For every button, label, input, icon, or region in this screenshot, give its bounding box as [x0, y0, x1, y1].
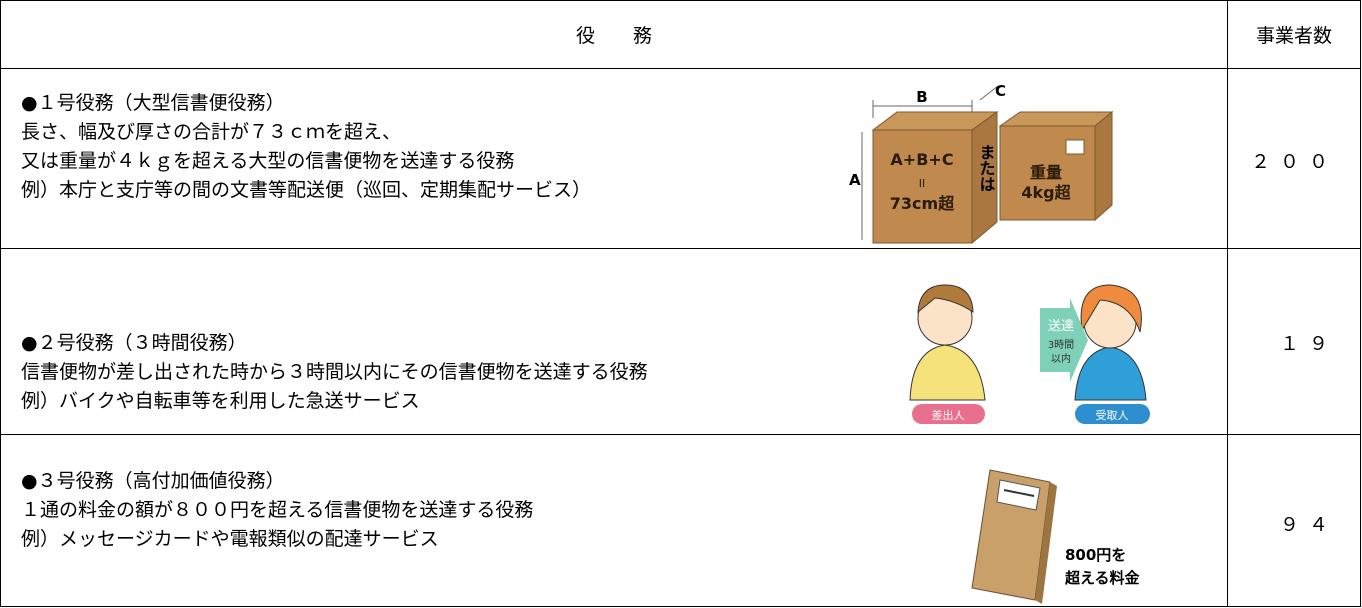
count-cell: ９４ [1227, 434, 1361, 607]
text-line: １通の料金の額が８００円を超える信書便物を送達する役務 [21, 499, 534, 521]
person-label: 差出人 [932, 409, 965, 422]
text-line: 長さ、幅及び厚さの合計が７３ｃｍを超え、 [21, 121, 402, 143]
text-line: 信書便物が差し出された時から３時間以内にその信書便物を送達する役務 [21, 361, 648, 383]
box-label: 重量 [1030, 163, 1062, 182]
dim-label: B [916, 88, 927, 106]
text-line: 例）本庁と支庁等の間の文書等配送便（巡回、定期集配サービス） [21, 179, 592, 201]
text-line: 例）バイクや自転車等を利用した急送サービス [21, 390, 420, 412]
dim-label: A [849, 171, 861, 189]
arrow-label: 以内 [1051, 352, 1071, 365]
box-label: 73cm超 [890, 194, 955, 213]
arrow-label: 送達 [1048, 319, 1074, 334]
row-text: ●３号役務（高付加価値役務） １通の料金の額が８００円を超える信書便物を送達する… [21, 467, 533, 554]
arrow-label: 3時間 [1048, 339, 1074, 351]
box-label: A+B+C [890, 150, 953, 169]
dim-label: C [995, 82, 1006, 100]
box-illustration: B C A A+B+C II 73cm超 または 重量 4kg超 [849, 82, 1114, 245]
text-line: ●２号役務（３時間役務） [21, 332, 247, 354]
count: ２００ [1250, 151, 1338, 173]
price-label: 800円を [1065, 546, 1126, 564]
package-illustration: 800円を 超える料金 [971, 469, 1141, 604]
box-label: II [919, 177, 926, 190]
price-label: 超える料金 [1064, 569, 1141, 587]
row-cell: ●３号役務（高付加価値役務） １通の料金の額が８００円を超える信書便物を送達する… [0, 434, 1228, 607]
count: １９ [1279, 333, 1338, 355]
text-line: ●３号役務（高付加価値役務） [21, 470, 285, 492]
text-line: ●１号役務（大型信書便役務） [21, 92, 285, 114]
header-text: 役 務 [575, 25, 652, 47]
box-label: 4kg超 [1021, 183, 1071, 202]
row-text: ●２号役務（３時間役務） 信書便物が差し出された時から３時間以内にその信書便物を… [21, 329, 648, 416]
row-cell: ●１号役務（大型信書便役務） 長さ、幅及び厚さの合計が７３ｃｍを超え、 又は重量… [0, 68, 1228, 249]
or-label: または [977, 144, 996, 192]
people-illustration: 送達 3時間 以内 差出人 受取人 [909, 284, 1150, 424]
row-text: ●１号役務（大型信書便役務） 長さ、幅及び厚さの合計が７３ｃｍを超え、 又は重量… [21, 89, 591, 205]
person-label: 受取人 [1096, 409, 1129, 422]
text-line: 又は重量が４ｋｇを超える大型の信書便物を送達する役務 [21, 150, 515, 172]
count: ９４ [1279, 514, 1338, 536]
header-text: 事業者数 [1255, 25, 1332, 47]
text-line: 例）メッセージカードや電報類似の配達サービス [21, 528, 439, 550]
